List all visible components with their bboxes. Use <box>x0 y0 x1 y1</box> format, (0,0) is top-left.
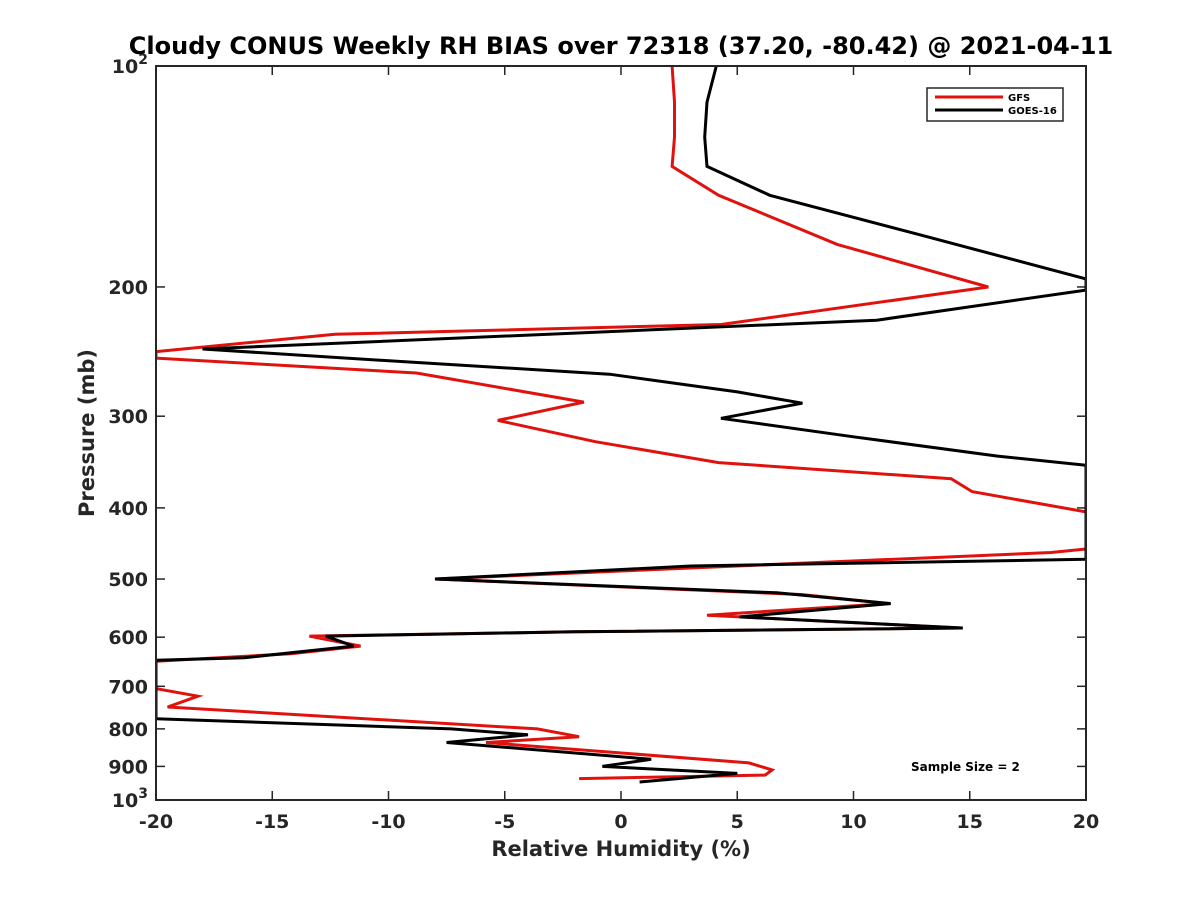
y-tick-label: 900 <box>108 756 148 778</box>
plot-frame <box>155 65 1087 801</box>
sample-size-annotation: Sample Size = 2 <box>911 760 1020 774</box>
data-series <box>156 66 1086 784</box>
x-tick-label: -15 <box>255 811 289 833</box>
y-tick-labels: 102 200 300 400 500 600 700 800 900 103 <box>108 52 148 812</box>
x-tick-label: 10 <box>840 811 866 833</box>
x-tick-label: 5 <box>731 811 744 833</box>
legend-label-gfs: GFS <box>1008 93 1030 104</box>
y-tick-label: 102 <box>112 52 148 78</box>
y-tick-label: 400 <box>108 498 148 520</box>
x-tick-labels: -20 -15 -10 -5 0 5 10 15 20 <box>139 811 1099 833</box>
legend: GFS GOES-16 <box>926 87 1064 122</box>
legend-box <box>926 87 1064 122</box>
series-line-goes16 <box>156 66 1086 784</box>
x-tick-label: -10 <box>371 811 405 833</box>
y-axis-label: Pressure (mb) <box>75 349 99 517</box>
x-tick-label: -5 <box>494 811 515 833</box>
chart-title: Cloudy CONUS Weekly RH BIAS over 72318 (… <box>129 32 1113 60</box>
x-tick-label: 15 <box>957 811 983 833</box>
y-tick-label: 500 <box>108 569 148 591</box>
y-tick-label: 600 <box>108 627 148 649</box>
x-tick-label: 20 <box>1073 811 1099 833</box>
x-tick-label: -20 <box>139 811 173 833</box>
x-tick-label: 0 <box>614 811 627 833</box>
y-tick-label: 800 <box>108 719 148 741</box>
series-line-gfs <box>156 66 1086 781</box>
y-tick-label: 103 <box>112 786 148 812</box>
y-tick-label: 200 <box>108 277 148 299</box>
x-axis-label: Relative Humidity (%) <box>491 837 750 861</box>
legend-label-goes16: GOES-16 <box>1008 106 1057 117</box>
y-tick-label: 300 <box>108 406 148 428</box>
y-tick-label: 700 <box>108 676 148 698</box>
